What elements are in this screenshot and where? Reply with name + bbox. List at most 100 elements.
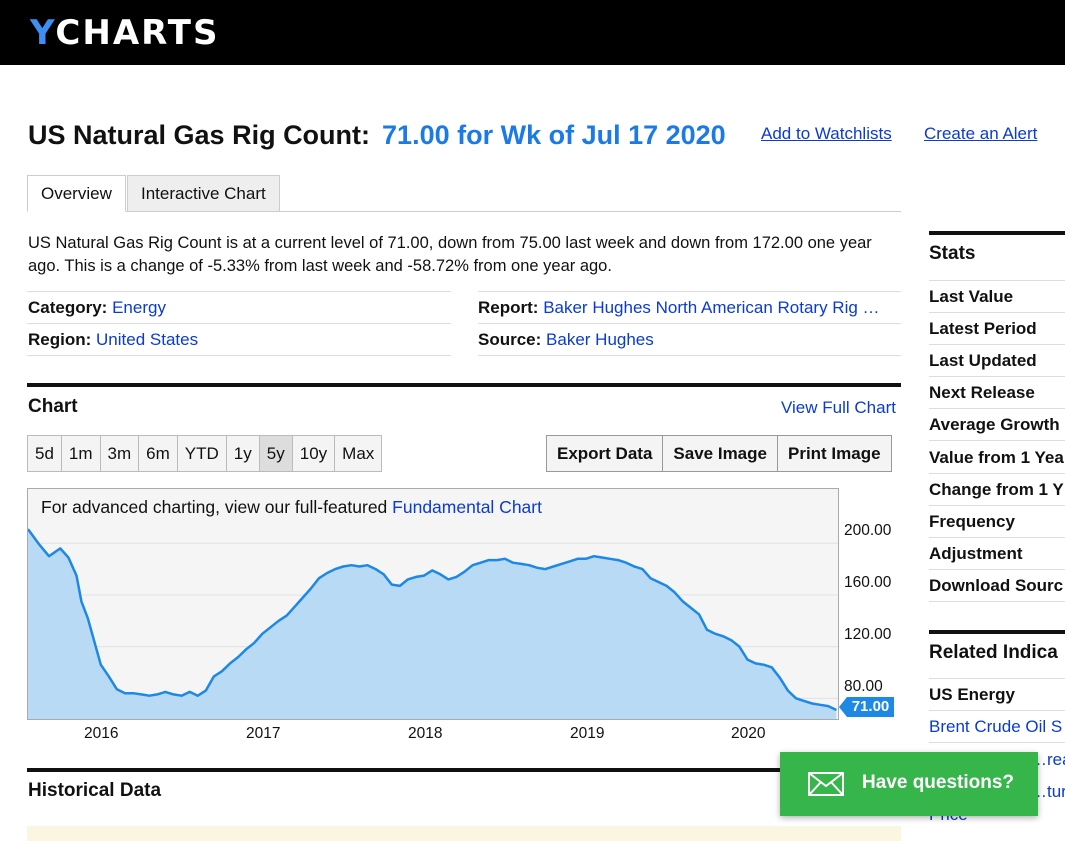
- divider: [929, 710, 1065, 711]
- range-max[interactable]: Max: [342, 444, 375, 463]
- divider: [27, 291, 451, 292]
- stat-average-growth: Average Growth: [929, 415, 1060, 434]
- category-row: Category: Energy: [28, 298, 166, 318]
- stat-change-from-1-year: Change from 1 Y: [929, 480, 1064, 499]
- related-link[interactable]: Brent Crude Oil S: [929, 717, 1063, 736]
- x-tick-label: 2017: [246, 725, 281, 742]
- source-row: Source: Baker Hughes: [478, 330, 654, 350]
- section-rule: [929, 231, 1065, 235]
- y-tick-label: 120.00: [844, 626, 892, 643]
- have-questions-button[interactable]: Have questions?: [780, 752, 1038, 816]
- region-label: Region:: [28, 330, 92, 349]
- current-value-text: 71.00 for Wk of Jul 17 2020: [382, 120, 726, 150]
- range-10y[interactable]: 10y: [293, 436, 336, 471]
- stat-last-value: Last Value: [929, 287, 1014, 306]
- divider: [929, 408, 1065, 409]
- divider: [929, 312, 1065, 313]
- range-selector: 5d 1m 3m 6m YTD 1y 5y 10y Max: [27, 435, 383, 472]
- divider: [929, 537, 1065, 538]
- print-image-button[interactable]: Print Image: [787, 444, 881, 463]
- export-data-button[interactable]: Export Data: [547, 436, 664, 471]
- range-5y[interactable]: 5y: [259, 436, 293, 471]
- section-rule: [27, 383, 901, 387]
- divider: [27, 355, 451, 356]
- page-title-text: US Natural Gas Rig Count:: [28, 120, 371, 150]
- range-3m[interactable]: 3m: [101, 436, 140, 471]
- divider: [929, 280, 1065, 281]
- divider: [478, 291, 901, 292]
- summary-description: US Natural Gas Rig Count is at a current…: [28, 234, 872, 275]
- advanced-chart-note: For advanced charting, view our full-fea…: [41, 497, 542, 518]
- logo-text: CHARTS: [55, 13, 220, 53]
- stat-value-from-1-year: Value from 1 Yea: [929, 448, 1064, 467]
- series-line: [28, 528, 837, 712]
- page-title: US Natural Gas Rig Count: 71.00 for Wk of…: [28, 120, 726, 151]
- logo-y: Y: [30, 13, 56, 53]
- range-ytd[interactable]: YTD: [178, 436, 227, 471]
- ycharts-logo[interactable]: YCHARTS: [30, 13, 219, 53]
- y-tick-label: 80.00: [844, 678, 883, 695]
- divider: [929, 601, 1065, 602]
- last-value-badge: 71.00: [839, 697, 894, 717]
- x-tick-label: 2016: [84, 725, 119, 742]
- stat-latest-period: Latest Period: [929, 319, 1037, 338]
- view-full-chart-link[interactable]: View Full Chart: [781, 398, 896, 417]
- category-link[interactable]: Energy: [112, 298, 166, 317]
- source-label: Source:: [478, 330, 542, 349]
- stat-frequency: Frequency: [929, 512, 1015, 531]
- create-alert-link[interactable]: Create an Alert: [924, 124, 1038, 143]
- divider: [929, 505, 1065, 506]
- tab-interactive-chart[interactable]: Interactive Chart: [127, 175, 280, 212]
- x-tick-label: 2020: [731, 725, 766, 742]
- divider: [929, 742, 1065, 743]
- historical-data-table: [27, 826, 901, 841]
- range-1y[interactable]: 1y: [227, 436, 260, 471]
- chart-heading: Chart: [28, 396, 78, 417]
- series-area: [28, 529, 837, 719]
- fundamental-chart-link[interactable]: Fundamental Chart: [392, 497, 542, 517]
- x-tick-label: 2018: [408, 725, 443, 742]
- range-5d[interactable]: 5d: [28, 436, 62, 471]
- related-link[interactable]: …read: [1030, 750, 1065, 769]
- range-1m[interactable]: 1m: [62, 436, 101, 471]
- divider: [929, 678, 1065, 679]
- chart-actions: Export Data Save Image Print Image: [546, 435, 892, 472]
- envelope-icon: [808, 772, 844, 801]
- report-row: Report: Baker Hughes North American Rota…: [478, 298, 880, 318]
- divider: [929, 376, 1065, 377]
- historical-data-heading: Historical Data: [28, 780, 162, 801]
- section-rule: [929, 630, 1065, 634]
- y-tick-label: 200.00: [844, 522, 892, 539]
- region-link[interactable]: United States: [96, 330, 199, 349]
- advanced-chart-note-text: For advanced charting, view our full-fea…: [41, 497, 388, 517]
- divider: [929, 569, 1065, 570]
- add-to-watchlists-link[interactable]: Add to Watchlists: [761, 124, 892, 143]
- divider: [929, 344, 1065, 345]
- stat-last-updated: Last Updated: [929, 351, 1037, 370]
- category-label: Category:: [28, 298, 108, 317]
- stat-download-source: Download Sourc: [929, 576, 1064, 595]
- top-navigation-bar: YCHARTS: [0, 0, 1065, 65]
- tab-overview[interactable]: Overview: [27, 175, 126, 212]
- divider: [478, 323, 901, 324]
- report-link[interactable]: Baker Hughes North American Rotary Rig …: [543, 298, 880, 317]
- stats-heading: Stats: [929, 243, 976, 264]
- related-group-us-energy: US Energy: [929, 685, 1015, 704]
- related-link[interactable]: …tura: [1030, 782, 1065, 801]
- tab-bar: Overview Interactive Chart: [27, 175, 901, 212]
- have-questions-label: Have questions?: [862, 772, 1015, 793]
- divider: [478, 355, 901, 356]
- divider: [929, 440, 1065, 441]
- save-image-button[interactable]: Save Image: [663, 436, 778, 471]
- range-6m[interactable]: 6m: [139, 436, 178, 471]
- divider: [27, 323, 451, 324]
- report-label: Report:: [478, 298, 539, 317]
- stat-adjustment: Adjustment: [929, 544, 1023, 563]
- source-link[interactable]: Baker Hughes: [546, 330, 654, 349]
- x-tick-label: 2019: [570, 725, 605, 742]
- chart-plot-area[interactable]: [27, 488, 839, 720]
- divider: [929, 473, 1065, 474]
- section-rule: [27, 768, 901, 772]
- related-indicators-heading: Related Indica: [929, 642, 1058, 663]
- y-tick-label: 160.00: [844, 574, 892, 591]
